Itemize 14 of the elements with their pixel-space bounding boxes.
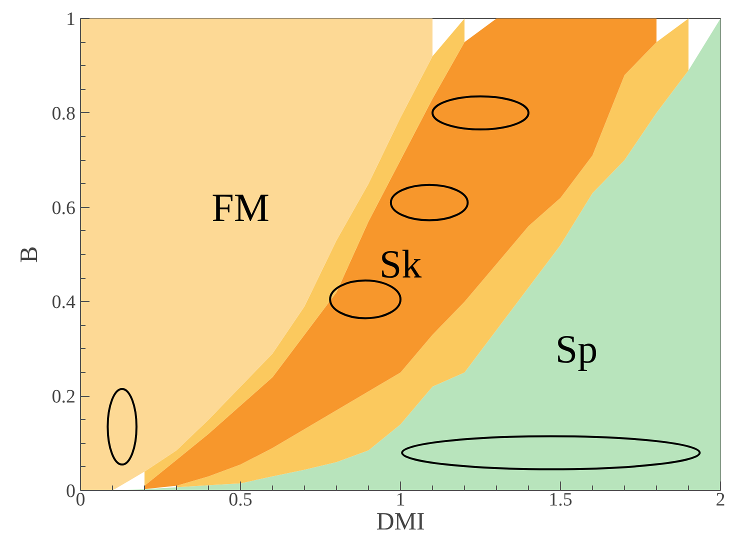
y-tick-label: 1 [66,9,76,30]
y-tick-label: 0.4 [52,292,76,314]
y-tick-label: 0.6 [52,198,76,219]
y-tick-label: 0.8 [52,103,76,124]
annotation: Sp [555,326,598,372]
annotation: Sk [379,241,422,286]
x-axis-title: DMI [376,508,425,536]
x-tick-label: 0.5 [228,490,252,510]
x-tick-label: 1 [396,490,406,510]
y-axis-title: B [16,246,43,263]
x-tick-label: 2 [716,490,726,510]
y-tick-label: 0.2 [52,386,76,408]
annotation: FM [212,184,270,230]
x-tick-label: 1.5 [548,490,572,510]
